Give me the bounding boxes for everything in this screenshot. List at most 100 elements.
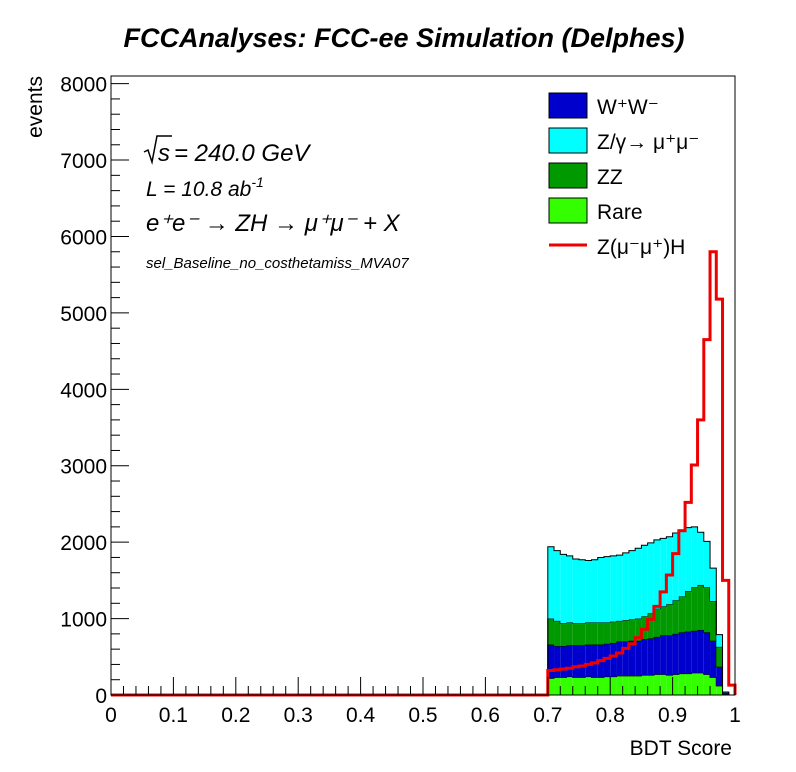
- y-tick-label: 8000: [60, 74, 107, 97]
- rare-bin-25: [703, 674, 711, 695]
- ww-bin-14: [635, 640, 642, 676]
- selection-annotation: sel_Baseline_no_costhetamiss_MVA07: [146, 255, 409, 272]
- zg-bin-15: [641, 545, 648, 617]
- ww-bin-2: [560, 646, 567, 678]
- rare-bin-8: [597, 677, 604, 695]
- zg-bin-20: [672, 532, 679, 601]
- zg-bin-17: [653, 539, 661, 609]
- zg-bin-21: [678, 529, 686, 597]
- rare-bin-4: [572, 677, 579, 695]
- y-tick-label: 0: [95, 685, 107, 708]
- ww-bin-9: [603, 643, 611, 677]
- zg-bin-14: [635, 548, 642, 619]
- zg-bin-7: [591, 559, 598, 623]
- zz-bin-4: [572, 623, 579, 646]
- legend-swatch-rare: [548, 197, 588, 224]
- zz-bin-6: [585, 622, 592, 645]
- legend-item-ww: W⁺W⁻: [548, 92, 659, 119]
- zz-bin-24: [697, 584, 704, 631]
- zg-bin-0: [547, 546, 555, 619]
- x-tick-label: 0.6: [471, 704, 500, 727]
- rare-bin-2: [560, 677, 567, 695]
- ww-bin-27: [716, 666, 723, 686]
- ww-bin-13: [628, 640, 636, 676]
- x-tick-label: 1: [729, 704, 741, 727]
- zg-bin-2: [560, 554, 567, 624]
- zg-bin-6: [585, 560, 592, 623]
- rare-bin-19: [666, 675, 673, 695]
- zz-bin-16: [647, 613, 654, 639]
- legend-swatch-zz: [548, 162, 588, 189]
- rare-bin-20: [672, 674, 679, 695]
- plot-area: [111, 250, 737, 697]
- zg-bin-3: [566, 555, 573, 623]
- zg-bin-5: [579, 559, 586, 624]
- rare-bin-22: [685, 673, 692, 695]
- zg-bin-25: [703, 541, 711, 588]
- legend-label-signal: Z(μ⁻μ⁺)H: [597, 236, 685, 259]
- rare-bin-27: [716, 685, 723, 695]
- zg-bin-13: [628, 550, 636, 620]
- legend: W⁺W⁻ Z/γ→ μ⁺μ⁻ ZZ Rare Z(μ⁻μ⁺)H: [548, 92, 699, 259]
- zg-bin-18: [660, 538, 667, 607]
- zz-bin-21: [678, 596, 686, 633]
- zz-bin-1: [554, 620, 561, 647]
- legend-item-rare: Rare: [548, 197, 643, 224]
- ww-bin-10: [610, 643, 617, 677]
- legend-label-ww: W⁺W⁻: [597, 96, 659, 119]
- legend-swatch-zg: [548, 127, 588, 154]
- luminosity-exponent: -1: [251, 174, 263, 190]
- zz-bin-2: [560, 623, 567, 647]
- energy-annotation: = 240.0 GeV: [174, 140, 311, 167]
- x-tick-label: 0.7: [533, 704, 562, 727]
- zz-histogram: [547, 584, 735, 696]
- ww-bin-6: [585, 644, 592, 677]
- rare-bin-26: [710, 677, 717, 695]
- rare-bin-23: [691, 672, 698, 695]
- rare-bin-14: [635, 675, 642, 695]
- zg-bin-22: [685, 527, 692, 592]
- ww-bin-20: [672, 633, 679, 675]
- zg-histogram: [547, 526, 735, 696]
- zz-bin-18: [660, 606, 667, 636]
- zz-bin-0: [547, 618, 555, 645]
- legend-item-signal: Z(μ⁻μ⁺)H: [549, 236, 685, 259]
- x-tick-label: 0.2: [221, 704, 250, 727]
- ww-bin-4: [572, 645, 579, 678]
- zz-bin-3: [566, 622, 573, 646]
- rare-bin-0: [547, 678, 555, 695]
- luminosity-text: L = 10.8 ab: [146, 178, 252, 201]
- zg-bin-24: [697, 532, 704, 585]
- ww-bin-22: [685, 631, 692, 674]
- zz-bin-12: [622, 620, 629, 642]
- y-axis-label: events: [24, 76, 47, 138]
- chart-title: FCCAnalyses: FCC-ee Simulation (Delphes): [123, 23, 684, 53]
- rare-bin-21: [678, 673, 686, 695]
- ww-bin-17: [653, 636, 661, 675]
- sqrt-s-letter: s: [158, 140, 170, 167]
- signal-histogram-line: [111, 250, 737, 697]
- zg-bin-1: [554, 550, 561, 621]
- zg-bin-12: [622, 552, 629, 621]
- zg-bin-16: [647, 542, 654, 614]
- sqrt-symbol: [143, 135, 172, 165]
- x-tick-label: 0.1: [159, 704, 188, 727]
- zg-bin-19: [666, 536, 673, 605]
- ww-bin-24: [697, 630, 704, 673]
- zz-bin-11: [616, 620, 623, 642]
- zg-bin-11: [616, 555, 623, 621]
- rare-bin-6: [585, 676, 592, 695]
- x-tick-label: 0.8: [596, 704, 625, 727]
- x-axis-label: BDT Score: [630, 737, 732, 760]
- ww-bin-21: [678, 632, 686, 674]
- zz-bin-25: [703, 587, 711, 633]
- zz-bin-23: [691, 587, 698, 631]
- x-tick-label: 0.9: [658, 704, 687, 727]
- zg-bin-4: [572, 558, 579, 624]
- y-tick-label: 5000: [60, 303, 107, 326]
- rare-bin-10: [610, 676, 617, 695]
- zz-bin-19: [666, 604, 673, 636]
- x-tick-label: 0.3: [284, 704, 313, 727]
- zz-bin-10: [610, 621, 617, 644]
- x-axis: 0 0.1 0.2 0.3 0.4 0.5 0.6 0.7 0.8 0.9 1: [105, 677, 741, 727]
